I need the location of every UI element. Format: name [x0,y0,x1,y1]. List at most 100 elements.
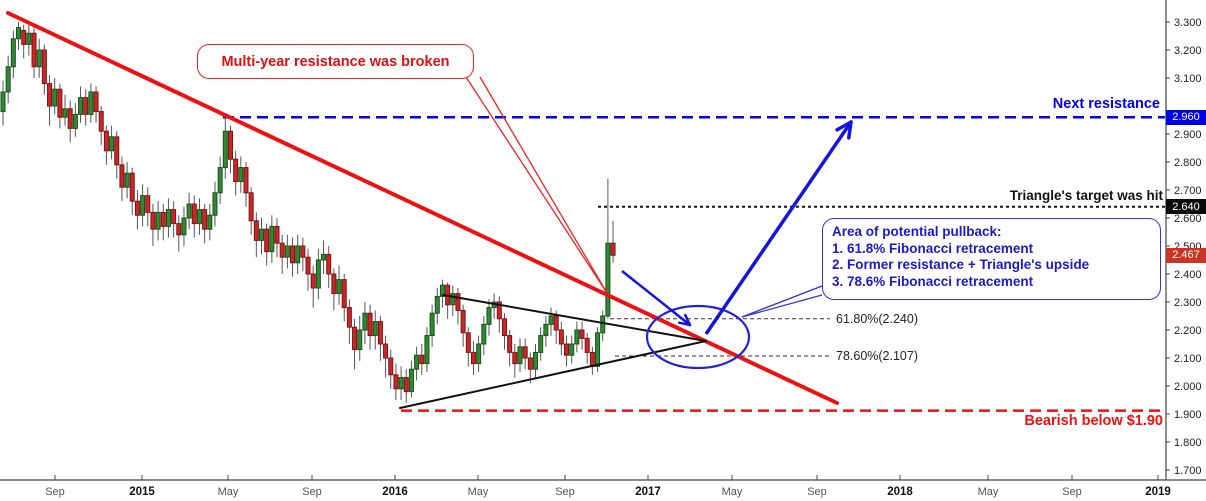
candle-down [248,192,254,222]
candle-down [41,49,47,85]
candle-down [57,88,63,118]
candle-up [284,245,290,258]
candle-down [579,329,585,339]
candle-up [52,88,58,107]
rally-arrow[interactable] [704,121,853,335]
candle-down [470,351,476,365]
candle-down [305,256,311,275]
candle-down [171,209,177,225]
candle-up [10,38,16,68]
candle-down [589,351,595,367]
candle-up [72,113,78,129]
y-tick-label: 2.100 [1174,353,1202,365]
candle-up [62,108,68,118]
candle-up [78,97,84,115]
y-tick-label: 2.800 [1174,157,1202,169]
candle-down [455,293,461,311]
fib-618-label[interactable]: 61.80%(2.240) [836,311,919,326]
candle-up [140,195,146,216]
candle-down [114,136,120,166]
x-tick-label: Sep [1062,486,1082,498]
candle-up [548,315,554,325]
candle-down [367,312,373,337]
candle-down [160,211,166,227]
candle-up [408,368,414,393]
candle-down [145,195,151,213]
candle-up [429,312,435,337]
candle-up [5,66,11,93]
candle-up [181,217,187,236]
pullback-note-line-4: 3. 78.6% Fibonacci retracement [832,273,1034,289]
x-tick-label: Sep [555,486,575,498]
y-tick-label: 2.900 [1174,129,1202,141]
candle-down [83,97,89,115]
pullback-arrow[interactable] [621,270,691,326]
y-tick-label: 2.400 [1174,269,1202,281]
candle-down [610,242,616,256]
candle-down [341,279,347,309]
candle-up [439,284,445,297]
candle-down [496,301,502,320]
x-tick-label: May [468,486,489,498]
candle-down [419,354,425,365]
callout-tails [465,76,823,318]
y-tick-label: 1.900 [1174,409,1202,421]
price-tag-last-price: 2.467 [1166,247,1206,263]
candle-down [274,225,280,244]
candle-up [36,49,42,68]
level-lines [223,115,1165,412]
candle-down [383,343,389,359]
candle-down [522,346,528,359]
candle-down [388,357,394,376]
candle-down [233,158,239,183]
candle-down [103,130,109,152]
candle-down [253,220,259,241]
candle-up [517,346,523,365]
candle-up [16,27,22,40]
candle-down [403,377,409,393]
candle-up [481,323,487,345]
candle-up [450,293,456,306]
next-resistance-label[interactable]: Next resistance [1052,96,1160,112]
triangle-upper-line[interactable] [442,294,707,342]
candle-up [372,321,378,337]
candle-down [264,228,270,253]
candle-up [0,91,6,113]
candle-up [434,295,440,314]
candle-up [196,209,202,225]
arrows [621,120,853,335]
candle-down [176,223,182,236]
price-tag-next-resistance: 2.960 [1166,109,1206,125]
resistance-broken-callout[interactable]: Multi-year resistance was broken [197,44,474,79]
candle-down [352,326,358,351]
candle-up [414,354,420,370]
candle-down [191,203,197,225]
bearish-level-label[interactable]: Bearish below $1.90 [1024,413,1163,429]
x-tick-label: 2015 [129,486,155,498]
candle-up [605,242,611,317]
candle-down [119,164,125,188]
fib-786-label[interactable]: 78.60%(2.107) [836,349,919,364]
candle-up [212,192,218,216]
candle-up [155,211,161,230]
candle-up [26,32,32,45]
candle-down [465,332,471,353]
candle-up [362,312,368,331]
candle-up [207,214,213,230]
trendlines [6,11,839,409]
candle-down [558,329,564,345]
candle-down [553,315,559,331]
triangle-target-label[interactable]: Triangle's target was hit [1009,188,1163,203]
candle-up [238,167,244,183]
pullback-ellipse[interactable] [645,304,751,370]
candle-down [98,111,104,132]
candle-up [186,203,192,219]
candlesticks [0,22,616,403]
candle-down [310,273,316,289]
triangle-lower-line[interactable] [399,340,707,409]
multi-year-resistance-trendline[interactable] [6,11,839,405]
pullback-note-callout[interactable]: Area of potential pullback: 1. 61.8% Fib… [822,218,1161,300]
candle-down [31,32,37,68]
